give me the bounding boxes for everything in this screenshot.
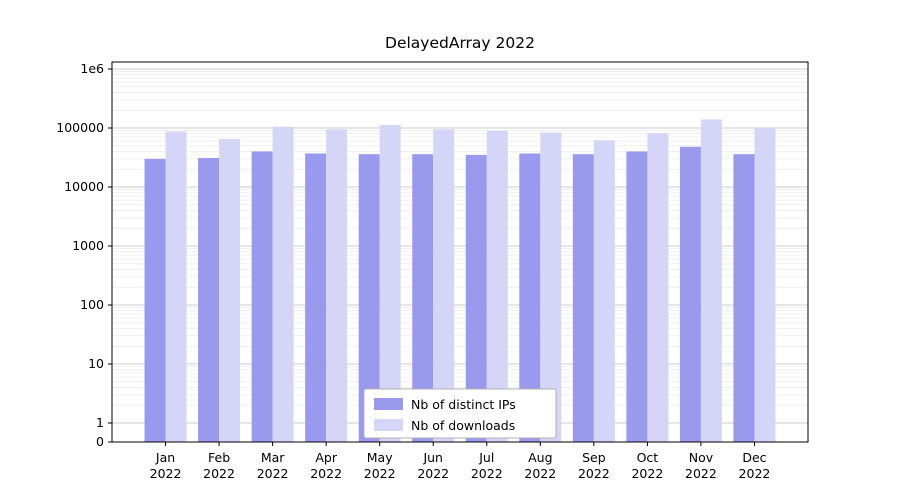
y-tick-label: 1e6 [80,61,104,76]
legend-label: Nb of distinct IPs [411,397,516,412]
x-tick-label-month: Apr [315,450,337,465]
y-tick-label: 10000 [64,179,104,194]
x-tick-label-month: Jul [478,450,494,465]
y-tick-label: 0 [96,434,104,449]
bar-mar-ips [251,151,273,442]
bar-sep-downloads [593,140,615,442]
x-tick-label-month: Feb [208,450,230,465]
x-axis: Jan2022Feb2022Mar2022Apr2022May2022Jun20… [150,442,771,481]
x-tick-label-year: 2022 [578,466,610,481]
chart-title: DelayedArray 2022 [385,34,535,52]
bar-apr-ips [305,153,327,442]
bar-feb-ips [198,158,220,443]
x-tick-label-year: 2022 [524,466,556,481]
legend: Nb of distinct IPs Nb of downloads [363,388,557,439]
bar-may-downloads [379,125,401,443]
bar-feb-downloads [219,139,241,442]
x-tick-label-year: 2022 [631,466,663,481]
bar-nov-downloads [700,119,722,442]
y-tick-label: 1 [96,415,104,430]
bar-oct-downloads [647,133,669,443]
y-axis: 0 1 10 100 1000 10000 100000 1e6 [56,61,112,449]
legend-box [363,388,557,439]
bar-mar-downloads [272,126,294,443]
y-tick-label: 100 [80,297,104,312]
bar-series-group [144,119,776,443]
legend-label: Nb of downloads [411,418,515,433]
bar-may-ips [358,154,380,442]
bar-jul-ips [465,154,487,443]
y-tick-label: 100000 [56,120,104,135]
bar-aug-ips [519,153,541,442]
x-tick-label-month: Aug [528,450,552,465]
x-tick-label-year: 2022 [364,466,396,481]
x-tick-label-month: Mar [261,450,285,465]
bar-aug-downloads [540,132,562,442]
y-tick-label: 10 [88,356,104,371]
bar-dec-ips [733,154,755,442]
x-tick-label-year: 2022 [310,466,342,481]
x-tick-label-month: Jun [422,450,443,465]
axes-border [111,61,809,443]
x-tick-label-month: Dec [742,450,766,465]
x-tick-label-year: 2022 [257,466,289,481]
x-tick-label-year: 2022 [739,466,771,481]
bar-jun-downloads [433,129,455,442]
bar-apr-downloads [326,129,348,442]
x-tick-label-month: May [367,450,393,465]
x-tick-label-month: Nov [689,450,714,465]
x-tick-label-year: 2022 [150,466,182,481]
bar-nov-ips [679,146,701,442]
legend-swatch-downloads [374,419,403,431]
x-tick-label-year: 2022 [685,466,717,481]
bar-oct-ips [626,151,648,442]
bar-jan-downloads [165,131,187,442]
bar-jan-ips [144,158,166,442]
x-tick-label-year: 2022 [417,466,449,481]
bar-jul-downloads [486,130,508,442]
x-tick-label-month: Sep [582,450,606,465]
bar-dec-downloads [754,128,776,442]
x-tick-label-month: Oct [637,450,659,465]
bar-sep-ips [572,154,594,442]
x-tick-label-year: 2022 [203,466,235,481]
x-tick-label-year: 2022 [471,466,503,481]
y-tick-label: 1000 [72,238,104,253]
bar-jun-ips [412,154,434,442]
legend-swatch-ips [374,398,403,410]
x-tick-label-month: Jan [155,450,175,465]
